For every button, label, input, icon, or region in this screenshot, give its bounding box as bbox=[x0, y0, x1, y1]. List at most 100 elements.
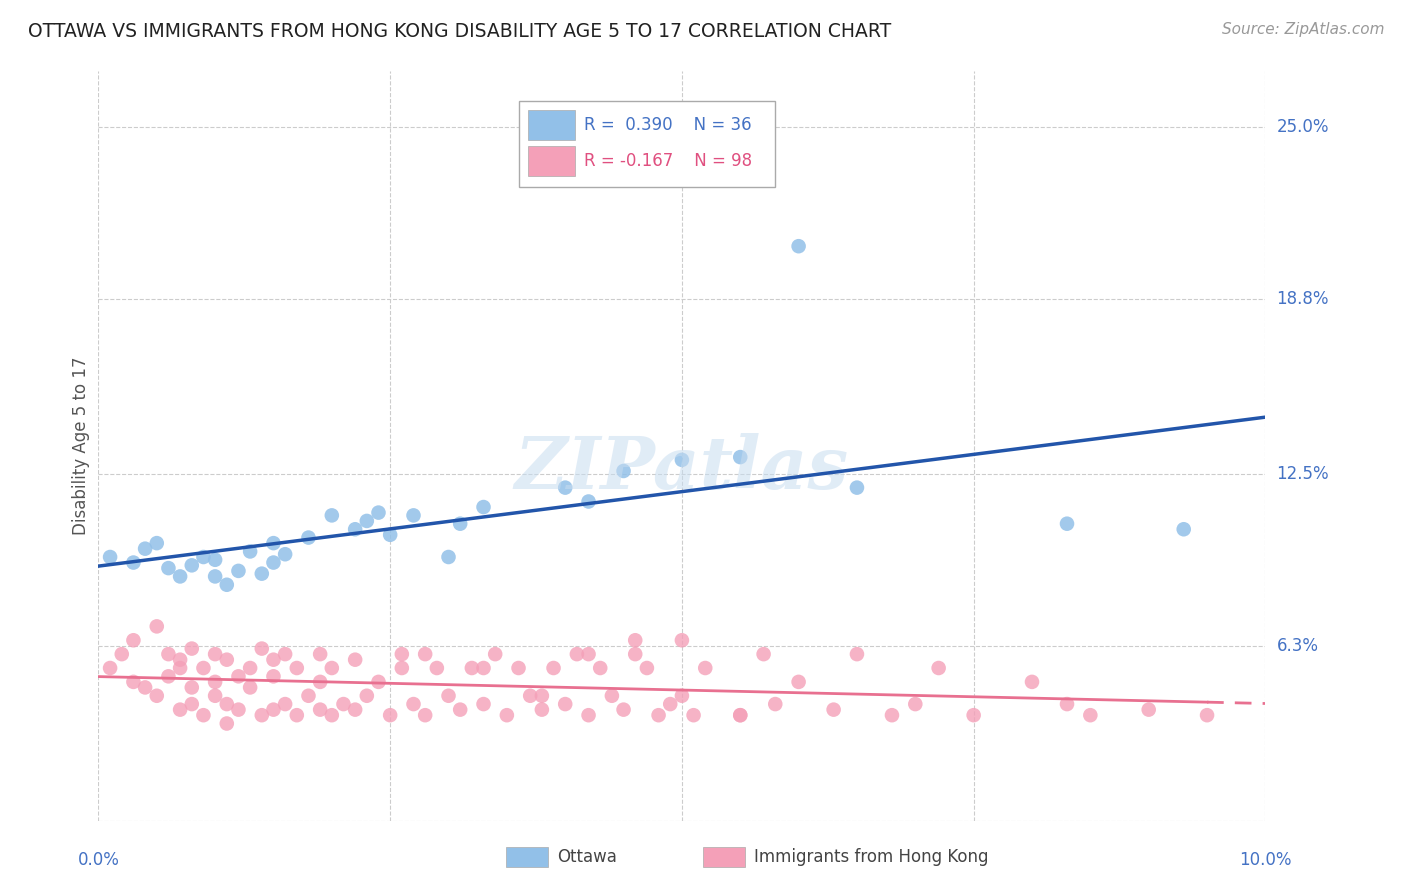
Point bbox=[543, 661, 565, 675]
Point bbox=[554, 481, 576, 495]
Point bbox=[402, 508, 425, 523]
Point bbox=[752, 647, 775, 661]
Point bbox=[180, 641, 202, 656]
Point bbox=[285, 661, 308, 675]
Point bbox=[600, 689, 623, 703]
Point bbox=[309, 674, 332, 689]
Point bbox=[250, 641, 273, 656]
Point bbox=[367, 674, 389, 689]
Point bbox=[1195, 708, 1218, 723]
Point bbox=[565, 647, 588, 661]
Point bbox=[530, 703, 553, 717]
FancyBboxPatch shape bbox=[519, 102, 775, 187]
Point bbox=[671, 689, 693, 703]
Point bbox=[122, 633, 145, 648]
Point bbox=[250, 708, 273, 723]
Point bbox=[204, 569, 226, 583]
Point bbox=[380, 528, 402, 542]
Point bbox=[250, 566, 273, 581]
Point bbox=[180, 697, 202, 711]
Point bbox=[413, 708, 436, 723]
Point bbox=[285, 708, 308, 723]
Text: R =  0.390    N = 36: R = 0.390 N = 36 bbox=[583, 116, 752, 135]
Point bbox=[461, 661, 484, 675]
Point bbox=[122, 556, 145, 570]
FancyBboxPatch shape bbox=[527, 111, 575, 140]
Text: 0.0%: 0.0% bbox=[77, 851, 120, 869]
Point bbox=[437, 549, 460, 564]
Point bbox=[215, 716, 238, 731]
FancyBboxPatch shape bbox=[527, 146, 575, 177]
Point bbox=[321, 508, 343, 523]
Point bbox=[682, 708, 704, 723]
Point bbox=[134, 681, 156, 695]
Point bbox=[146, 689, 169, 703]
Point bbox=[647, 708, 669, 723]
Point bbox=[332, 697, 354, 711]
Point bbox=[169, 569, 191, 583]
Point bbox=[239, 544, 262, 558]
Point bbox=[262, 536, 284, 550]
Point bbox=[215, 653, 238, 667]
Point bbox=[262, 703, 284, 717]
Point bbox=[193, 549, 215, 564]
Point bbox=[1056, 516, 1078, 531]
Text: ZIPatlas: ZIPatlas bbox=[515, 433, 849, 504]
Point bbox=[169, 661, 191, 675]
Point bbox=[111, 647, 134, 661]
Point bbox=[426, 661, 449, 675]
Point bbox=[180, 558, 202, 573]
Text: 10.0%: 10.0% bbox=[1239, 851, 1292, 869]
Point bbox=[612, 464, 634, 478]
Text: 6.3%: 6.3% bbox=[1277, 637, 1319, 655]
Point bbox=[367, 506, 389, 520]
Point bbox=[730, 708, 752, 723]
Point bbox=[659, 697, 682, 711]
Point bbox=[554, 697, 576, 711]
Point bbox=[228, 703, 250, 717]
Point bbox=[169, 703, 191, 717]
Point bbox=[578, 494, 600, 508]
Point bbox=[239, 661, 262, 675]
Point bbox=[484, 647, 506, 661]
Text: R = -0.167    N = 98: R = -0.167 N = 98 bbox=[583, 153, 752, 170]
Point bbox=[730, 708, 752, 723]
Point bbox=[472, 500, 495, 514]
Point bbox=[437, 689, 460, 703]
Point bbox=[356, 514, 378, 528]
Point bbox=[413, 647, 436, 661]
Point bbox=[204, 553, 226, 567]
Point bbox=[1056, 697, 1078, 711]
Point bbox=[297, 689, 319, 703]
Point bbox=[262, 653, 284, 667]
Point bbox=[380, 708, 402, 723]
Point bbox=[671, 453, 693, 467]
Text: Ottawa: Ottawa bbox=[557, 848, 617, 866]
Point bbox=[146, 619, 169, 633]
Point bbox=[180, 681, 202, 695]
Point bbox=[157, 669, 180, 683]
Point bbox=[169, 653, 191, 667]
Point bbox=[262, 556, 284, 570]
Y-axis label: Disability Age 5 to 17: Disability Age 5 to 17 bbox=[72, 357, 90, 535]
Point bbox=[1021, 674, 1043, 689]
Point bbox=[146, 536, 169, 550]
Point bbox=[730, 450, 752, 464]
Point bbox=[204, 647, 226, 661]
Text: 18.8%: 18.8% bbox=[1277, 290, 1329, 308]
Point bbox=[508, 661, 530, 675]
Point bbox=[193, 661, 215, 675]
Point bbox=[157, 561, 180, 575]
Point bbox=[787, 674, 810, 689]
Point bbox=[215, 578, 238, 592]
Point bbox=[519, 689, 541, 703]
Point bbox=[823, 703, 845, 717]
Text: 25.0%: 25.0% bbox=[1277, 118, 1329, 136]
Point bbox=[391, 661, 413, 675]
Point bbox=[578, 647, 600, 661]
Text: OTTAWA VS IMMIGRANTS FROM HONG KONG DISABILITY AGE 5 TO 17 CORRELATION CHART: OTTAWA VS IMMIGRANTS FROM HONG KONG DISA… bbox=[28, 22, 891, 41]
Point bbox=[612, 703, 634, 717]
Point bbox=[98, 661, 121, 675]
Point bbox=[297, 531, 319, 545]
Point bbox=[880, 708, 903, 723]
